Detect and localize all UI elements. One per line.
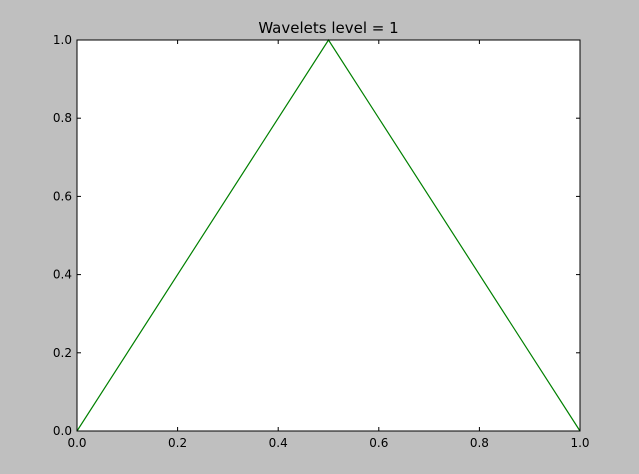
y-tick-label: 1.0 (53, 33, 72, 47)
x-tick-label: 1.0 (570, 436, 589, 450)
x-tick-label: 0.6 (369, 436, 388, 450)
x-tick-label: 0.4 (269, 436, 288, 450)
plot-area (77, 40, 580, 431)
plot-frame (76, 39, 581, 432)
y-tick-label: 0.8 (53, 111, 72, 125)
y-tick-label: 0.6 (53, 189, 72, 203)
x-tick-label: 0.8 (470, 436, 489, 450)
ticks-layer: 0.0 0.2 0.4 0.6 0.8 1.0 0.0 0.2 0.4 0.6 0.8 1.0 (53, 33, 590, 450)
chart-title: Wavelets level = 1 (258, 19, 398, 37)
y-tick-label: 0.2 (53, 346, 72, 360)
y-tick-label: 0.0 (53, 424, 72, 438)
x-tick-label: 0.2 (168, 436, 187, 450)
y-tick-label: 0.4 (53, 268, 72, 282)
x-tick-label: 0.0 (67, 436, 86, 450)
